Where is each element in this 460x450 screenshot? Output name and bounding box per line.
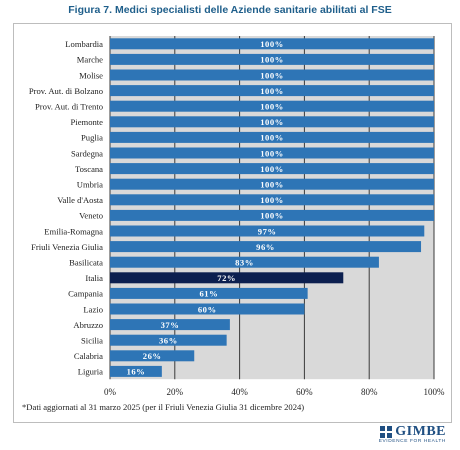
category-label: Basilicata [69, 258, 103, 268]
category-label: Emilia-Romagna [44, 226, 103, 236]
x-tick-label: 20% [167, 387, 184, 397]
bar-value-label: 100% [260, 117, 283, 127]
bar [110, 225, 425, 237]
gimbe-logo-icon [380, 425, 393, 438]
category-label: Umbria [77, 180, 103, 190]
bar-value-label: 100% [260, 102, 283, 112]
bar-value-label: 97% [258, 226, 277, 236]
x-tick-label: 0% [104, 387, 117, 397]
bar-value-label: 100% [260, 133, 283, 143]
category-label: Sardegna [71, 148, 103, 158]
bar-value-label: 36% [159, 336, 178, 346]
bar [110, 163, 434, 175]
bar-value-label: 72% [217, 273, 236, 283]
bar [110, 178, 434, 190]
category-label: Campania [68, 289, 103, 299]
bar [110, 241, 422, 253]
bar [110, 194, 434, 206]
bar [110, 287, 308, 299]
x-tick-label: 60% [296, 387, 313, 397]
category-label: Prov. Aut. di Trento [35, 102, 103, 112]
bar-value-label: 100% [260, 195, 283, 205]
bar-value-label: 26% [143, 351, 162, 361]
bar [110, 319, 230, 331]
bar-value-label: 100% [260, 211, 283, 221]
category-label: Valle d'Aosta [57, 195, 103, 205]
bar [110, 100, 434, 112]
bar [110, 116, 434, 128]
bar-value-label: 16% [127, 367, 146, 377]
bar [110, 147, 434, 159]
category-label: Toscana [75, 164, 103, 174]
logo-tagline: EVIDENCE FOR HEALTH [378, 439, 446, 444]
category-label: Veneto [79, 211, 103, 221]
bar-value-label: 37% [161, 320, 180, 330]
bar-value-label: 61% [199, 289, 218, 299]
chart-frame: 100% 100% 100% 100% 100% 100% 100% 100% 100% 100%… [13, 23, 452, 423]
category-label: Abruzzo [73, 320, 103, 330]
bar-value-label: 60% [198, 304, 217, 314]
footnote: *Dati aggiornati al 31 marzo 2025 (per i… [22, 402, 305, 412]
bar-value-label: 100% [260, 86, 283, 96]
bar [110, 303, 305, 315]
category-label: Lombardia [65, 39, 103, 49]
category-label: Friuli Venezia Giulia [31, 242, 103, 252]
bar [110, 209, 434, 221]
bar [110, 272, 344, 284]
bar [110, 365, 162, 377]
gimbe-logo: GIMBE EVIDENCE FOR HEALTH [378, 424, 446, 445]
bar-value-label: 100% [260, 70, 283, 80]
category-label: Italia [85, 273, 103, 283]
bar-value-label: 100% [260, 180, 283, 190]
bar-value-label: 100% [260, 164, 283, 174]
x-tick-label: 40% [231, 387, 248, 397]
category-label: Molise [79, 70, 103, 80]
bar-value-label: 96% [256, 242, 275, 252]
category-label: Puglia [81, 133, 103, 143]
bar [110, 131, 434, 143]
bar-value-label: 100% [260, 55, 283, 65]
category-label: Liguria [78, 367, 103, 377]
logo-name: GIMBE [395, 424, 446, 439]
x-tick-label: 80% [361, 387, 378, 397]
category-label: Sicilia [81, 336, 103, 346]
bar-value-label: 83% [235, 258, 254, 268]
bar [110, 69, 434, 81]
category-label: Marche [77, 55, 103, 65]
bar [110, 38, 434, 50]
category-label: Piemonte [71, 117, 104, 127]
bar [110, 85, 434, 97]
figure-title: Figura 7. Medici specialisti delle Azien… [68, 4, 392, 16]
bar [110, 256, 379, 268]
bar [110, 350, 195, 362]
category-label: Lazio [83, 304, 103, 314]
bar-value-label: 100% [260, 148, 283, 158]
category-label: Calabria [74, 351, 103, 361]
bar [110, 53, 434, 65]
x-tick-label: 100% [424, 387, 446, 397]
bar-chart: 100% 100% 100% 100% 100% 100% 100% 100% 100% 100%… [29, 36, 446, 397]
bar-value-label: 100% [260, 39, 283, 49]
bar [110, 334, 227, 346]
category-label: Prov. Aut. di Bolzano [29, 86, 103, 96]
